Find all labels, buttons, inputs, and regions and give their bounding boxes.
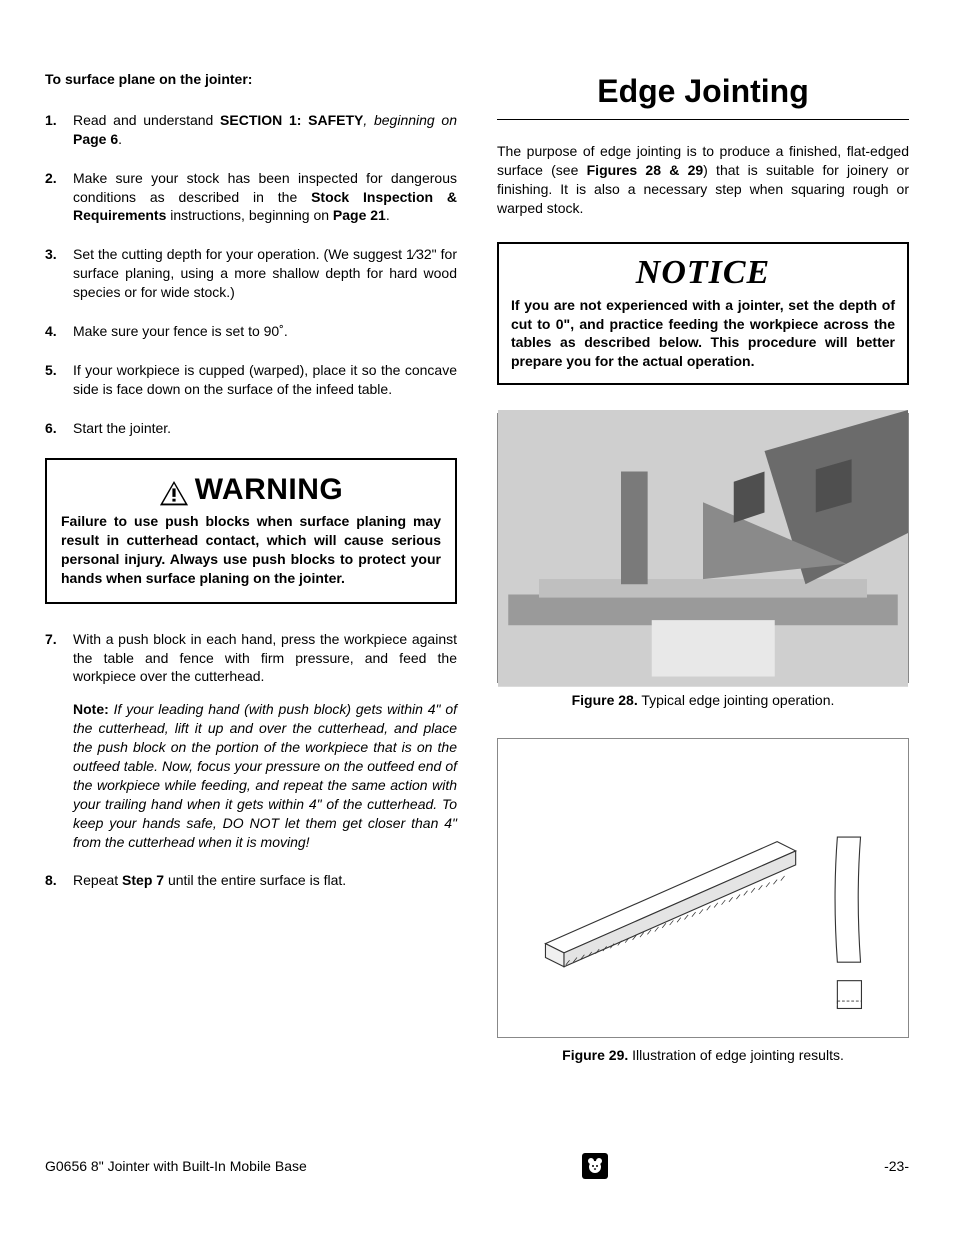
step-1: 1. Read and understand SECTION 1: SAFETY… — [45, 111, 457, 149]
jointer-photo-icon — [498, 410, 908, 687]
figure-29-caption: Figure 29. Illustration of edge jointing… — [497, 1046, 909, 1065]
warning-heading: WARNING — [61, 470, 441, 511]
notice-heading: NOTICE — [511, 250, 895, 296]
steps-list-2: 7. With a push block in each hand, press… — [45, 630, 457, 891]
step-text: Read and understand SECTION 1: SAFETY, b… — [73, 111, 457, 149]
warning-body: Failure to use push blocks when surface … — [61, 512, 441, 588]
fig-text: Typical edge jointing operation. — [638, 692, 835, 708]
warning-triangle-icon — [159, 477, 189, 503]
step-number: 6. — [45, 419, 73, 438]
step-number: 8. — [45, 871, 73, 890]
t-bold: Figures 28 & 29 — [587, 162, 704, 178]
t-bold: Page 21 — [333, 207, 386, 223]
notice-box: NOTICE If you are not experienced with a… — [497, 242, 909, 385]
footer-left: G0656 8" Jointer with Built-In Mobile Ba… — [45, 1157, 307, 1176]
step-4: 4. Make sure your fence is set to 90˚. — [45, 322, 457, 341]
t-bold: Page 6 — [73, 131, 118, 147]
fig-label: Figure 29. — [562, 1047, 628, 1063]
page-columns: To surface plane on the jointer: 1. Read… — [45, 70, 909, 1093]
step-text: Start the jointer. — [73, 419, 457, 438]
t: until the entire surface is flat. — [164, 872, 346, 888]
step-6: 6. Start the jointer. — [45, 419, 457, 438]
t-bold: SECTION 1: SAFETY — [220, 112, 363, 128]
step-text: If your workpiece is cupped (warped), pl… — [73, 361, 457, 399]
footer-right: -23- — [884, 1157, 909, 1176]
warning-box: WARNING Failure to use push blocks when … — [45, 458, 457, 604]
fig-text: Illustration of edge jointing results. — [628, 1047, 844, 1063]
step-5: 5. If your workpiece is cupped (warped),… — [45, 361, 457, 399]
step-number: 7. — [45, 630, 73, 852]
figure-29-image — [497, 738, 909, 1038]
note-text: If your leading hand (with push block) g… — [73, 701, 457, 849]
note-label: Note: — [73, 701, 109, 717]
note-block: Note: If your leading hand (with push bl… — [73, 700, 457, 851]
t: . — [118, 131, 122, 147]
left-column: To surface plane on the jointer: 1. Read… — [45, 70, 457, 1093]
t-bold: Step 7 — [122, 872, 164, 888]
t: Read and understand — [73, 112, 220, 128]
step-number: 4. — [45, 322, 73, 341]
lead-in: To surface plane on the jointer: — [45, 70, 457, 89]
fig-label: Figure 28. — [572, 692, 638, 708]
figure-28-caption: Figure 28. Typical edge jointing operati… — [497, 691, 909, 710]
right-column: Edge Jointing The purpose of edge jointi… — [497, 70, 909, 1093]
t: Repeat — [73, 872, 122, 888]
edge-jointing-diagram-icon — [508, 749, 898, 1027]
section-title: Edge Jointing — [497, 70, 909, 113]
step-2: 2. Make sure your stock has been inspect… — [45, 169, 457, 226]
intro-paragraph: The purpose of edge jointing is to produ… — [497, 142, 909, 218]
step-number: 5. — [45, 361, 73, 399]
step-text: Set the cutting depth for your operation… — [73, 245, 457, 302]
steps-list-1: 1. Read and understand SECTION 1: SAFETY… — [45, 111, 457, 438]
page-footer: G0656 8" Jointer with Built-In Mobile Ba… — [45, 1153, 909, 1179]
step-text: Repeat Step 7 until the entire surface i… — [73, 871, 457, 890]
step-7: 7. With a push block in each hand, press… — [45, 630, 457, 852]
figure-28: Figure 28. Typical edge jointing operati… — [497, 413, 909, 710]
figure-28-image — [497, 413, 909, 683]
t: , beginning on — [363, 112, 457, 128]
step-text: Make sure your stock has been inspected … — [73, 169, 457, 226]
step-number: 1. — [45, 111, 73, 149]
step-number: 3. — [45, 245, 73, 302]
step-8: 8. Repeat Step 7 until the entire surfac… — [45, 871, 457, 890]
t: instructions, beginning on — [166, 207, 333, 223]
step-3: 3. Set the cutting depth for your operat… — [45, 245, 457, 302]
warning-head-text: WARNING — [195, 470, 344, 511]
footer-logo-icon — [582, 1153, 608, 1179]
step-text: Make sure your fence is set to 90˚. — [73, 322, 457, 341]
step-text: With a push block in each hand, press th… — [73, 630, 457, 852]
step-number: 2. — [45, 169, 73, 226]
figure-29: Figure 29. Illustration of edge jointing… — [497, 738, 909, 1065]
t: With a push block in each hand, press th… — [73, 631, 457, 685]
notice-body: If you are not experienced with a jointe… — [511, 296, 895, 372]
t: . — [386, 207, 390, 223]
title-rule — [497, 119, 909, 120]
